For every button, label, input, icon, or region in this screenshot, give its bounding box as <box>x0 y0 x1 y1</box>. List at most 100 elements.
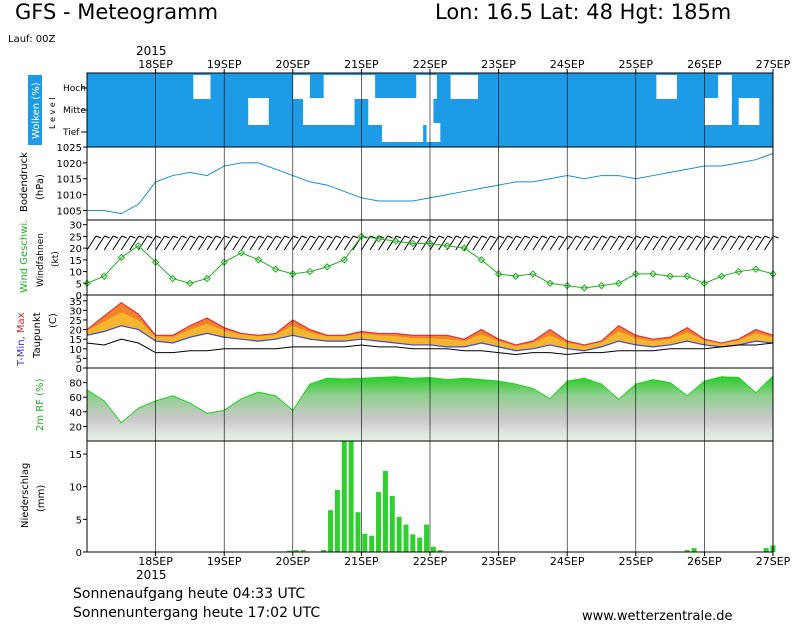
cloud-level-label: Mittel <box>63 106 88 116</box>
wind-speed-point <box>186 279 194 287</box>
wind-barb-feather <box>678 235 685 239</box>
year-label-top: 2015 <box>136 44 167 58</box>
cloud-gap <box>381 123 424 142</box>
pressure-tick-label: 1005 <box>57 206 82 217</box>
wind-barb-feather <box>147 235 153 239</box>
wind-barb <box>635 235 646 251</box>
wind-barb <box>326 235 337 251</box>
wind-barb <box>583 235 594 251</box>
wind-barb <box>429 235 440 251</box>
wind-speed-point <box>117 253 126 262</box>
wind-barb <box>266 235 277 251</box>
wind-barb-feather <box>696 235 702 239</box>
wind-barb-feather <box>404 235 410 239</box>
wind-speed-point <box>169 274 177 283</box>
wind-speed-point <box>597 281 606 290</box>
date-label-top: 24SEP <box>550 58 585 71</box>
wind-barb <box>575 235 586 251</box>
wind-barb-feather <box>567 235 573 239</box>
wind-barb-feather <box>233 235 239 239</box>
wind-barb <box>703 235 714 251</box>
cloud-gap <box>193 75 211 99</box>
precip-bar <box>691 548 697 552</box>
date-label-top: 20SEP <box>276 58 311 71</box>
wind-barb-feather <box>541 235 548 239</box>
wind-speed-point <box>717 272 726 280</box>
wind-barb-feather <box>601 235 608 239</box>
wind-barb <box>146 235 157 251</box>
wind-barb <box>240 235 251 251</box>
wind-speed-point <box>271 265 280 273</box>
wind-speed-point <box>151 258 160 266</box>
wind-barb <box>455 235 466 251</box>
wind-barb-feather <box>310 235 316 239</box>
wind-barb <box>360 235 371 251</box>
website-link[interactable]: www.wetterzentrale.de <box>582 609 733 624</box>
wind-barb <box>112 235 123 251</box>
wind-barb <box>532 235 543 251</box>
precip-bar <box>396 516 402 552</box>
wind-speed-point <box>134 242 143 250</box>
precip-bar <box>355 512 361 552</box>
wind-barb-feather <box>438 235 445 239</box>
precip-bar <box>348 441 354 552</box>
precip-bar <box>763 548 769 552</box>
cloud-level-label: Tief <box>62 128 80 138</box>
wind-barb <box>318 235 328 251</box>
precip-axis-label: Niederschlag <box>20 463 31 528</box>
wind-speed-point <box>100 272 108 280</box>
wind-barb <box>163 235 174 251</box>
run-time: Lauf: 00Z <box>8 34 56 45</box>
wind-barb-feather <box>704 235 711 239</box>
temperature-axis-label: T-Min, Max <box>16 312 27 367</box>
wind-tick-label: 10 <box>69 268 82 279</box>
wind-speed-point <box>563 281 571 290</box>
level-axis-label: L e v e l <box>48 98 57 129</box>
temperature-tick-label: 0 <box>76 364 82 375</box>
wind-barb <box>643 235 654 251</box>
precip-tick-label: 15 <box>69 450 82 461</box>
wind-tick-label: 5 <box>76 279 82 290</box>
date-label-top: 21SEP <box>344 58 379 71</box>
wind-barb-feather <box>618 235 625 239</box>
precip-tick-label: 0 <box>76 548 82 559</box>
wind-barb-feather <box>610 235 616 239</box>
wind-barb <box>120 235 131 251</box>
wind-barb-feather <box>670 235 676 239</box>
precip-bar <box>403 524 409 552</box>
temperature-tick-label: 5 <box>76 354 82 365</box>
wind-barb-feather <box>395 235 402 239</box>
wind-barb <box>223 235 234 251</box>
wind-barb-feather <box>353 235 359 239</box>
humidity-tick-label: 40 <box>69 408 82 419</box>
wind-barb <box>172 235 183 251</box>
wind-barb-feather <box>558 235 565 239</box>
wind-barb-feather <box>224 235 230 239</box>
precip-bar <box>376 491 382 552</box>
wind-barb-feather <box>155 235 162 239</box>
wind-barb-feather <box>258 235 265 239</box>
wind-barb-feather <box>593 235 599 239</box>
date-label-top: 22SEP <box>413 58 448 71</box>
wind-barb <box>215 235 226 251</box>
wind-barb-feather <box>215 235 222 239</box>
wind-barb <box>95 235 105 251</box>
wind-speed-point <box>443 242 451 250</box>
wind-barb <box>592 235 603 251</box>
wind-barb-feather <box>318 235 325 239</box>
wind-barb-feather <box>190 235 196 239</box>
precip-tick-label: 5 <box>76 515 82 526</box>
wind-barb <box>746 235 757 251</box>
precip-bar <box>341 441 347 552</box>
date-label-top: 27SEP <box>756 58 791 71</box>
wind-barb <box>103 235 114 251</box>
wind-speed-point <box>306 267 314 276</box>
wind-speed-point <box>323 263 331 271</box>
pressure-tick-label: 1020 <box>57 159 82 170</box>
wind-barb <box>515 235 526 251</box>
wind-barb <box>489 235 500 251</box>
wind-barb-feather <box>207 235 213 239</box>
date-label-bottom: 18SEP <box>138 555 173 568</box>
wind-barb <box>335 235 346 251</box>
precip-bar <box>300 550 306 552</box>
